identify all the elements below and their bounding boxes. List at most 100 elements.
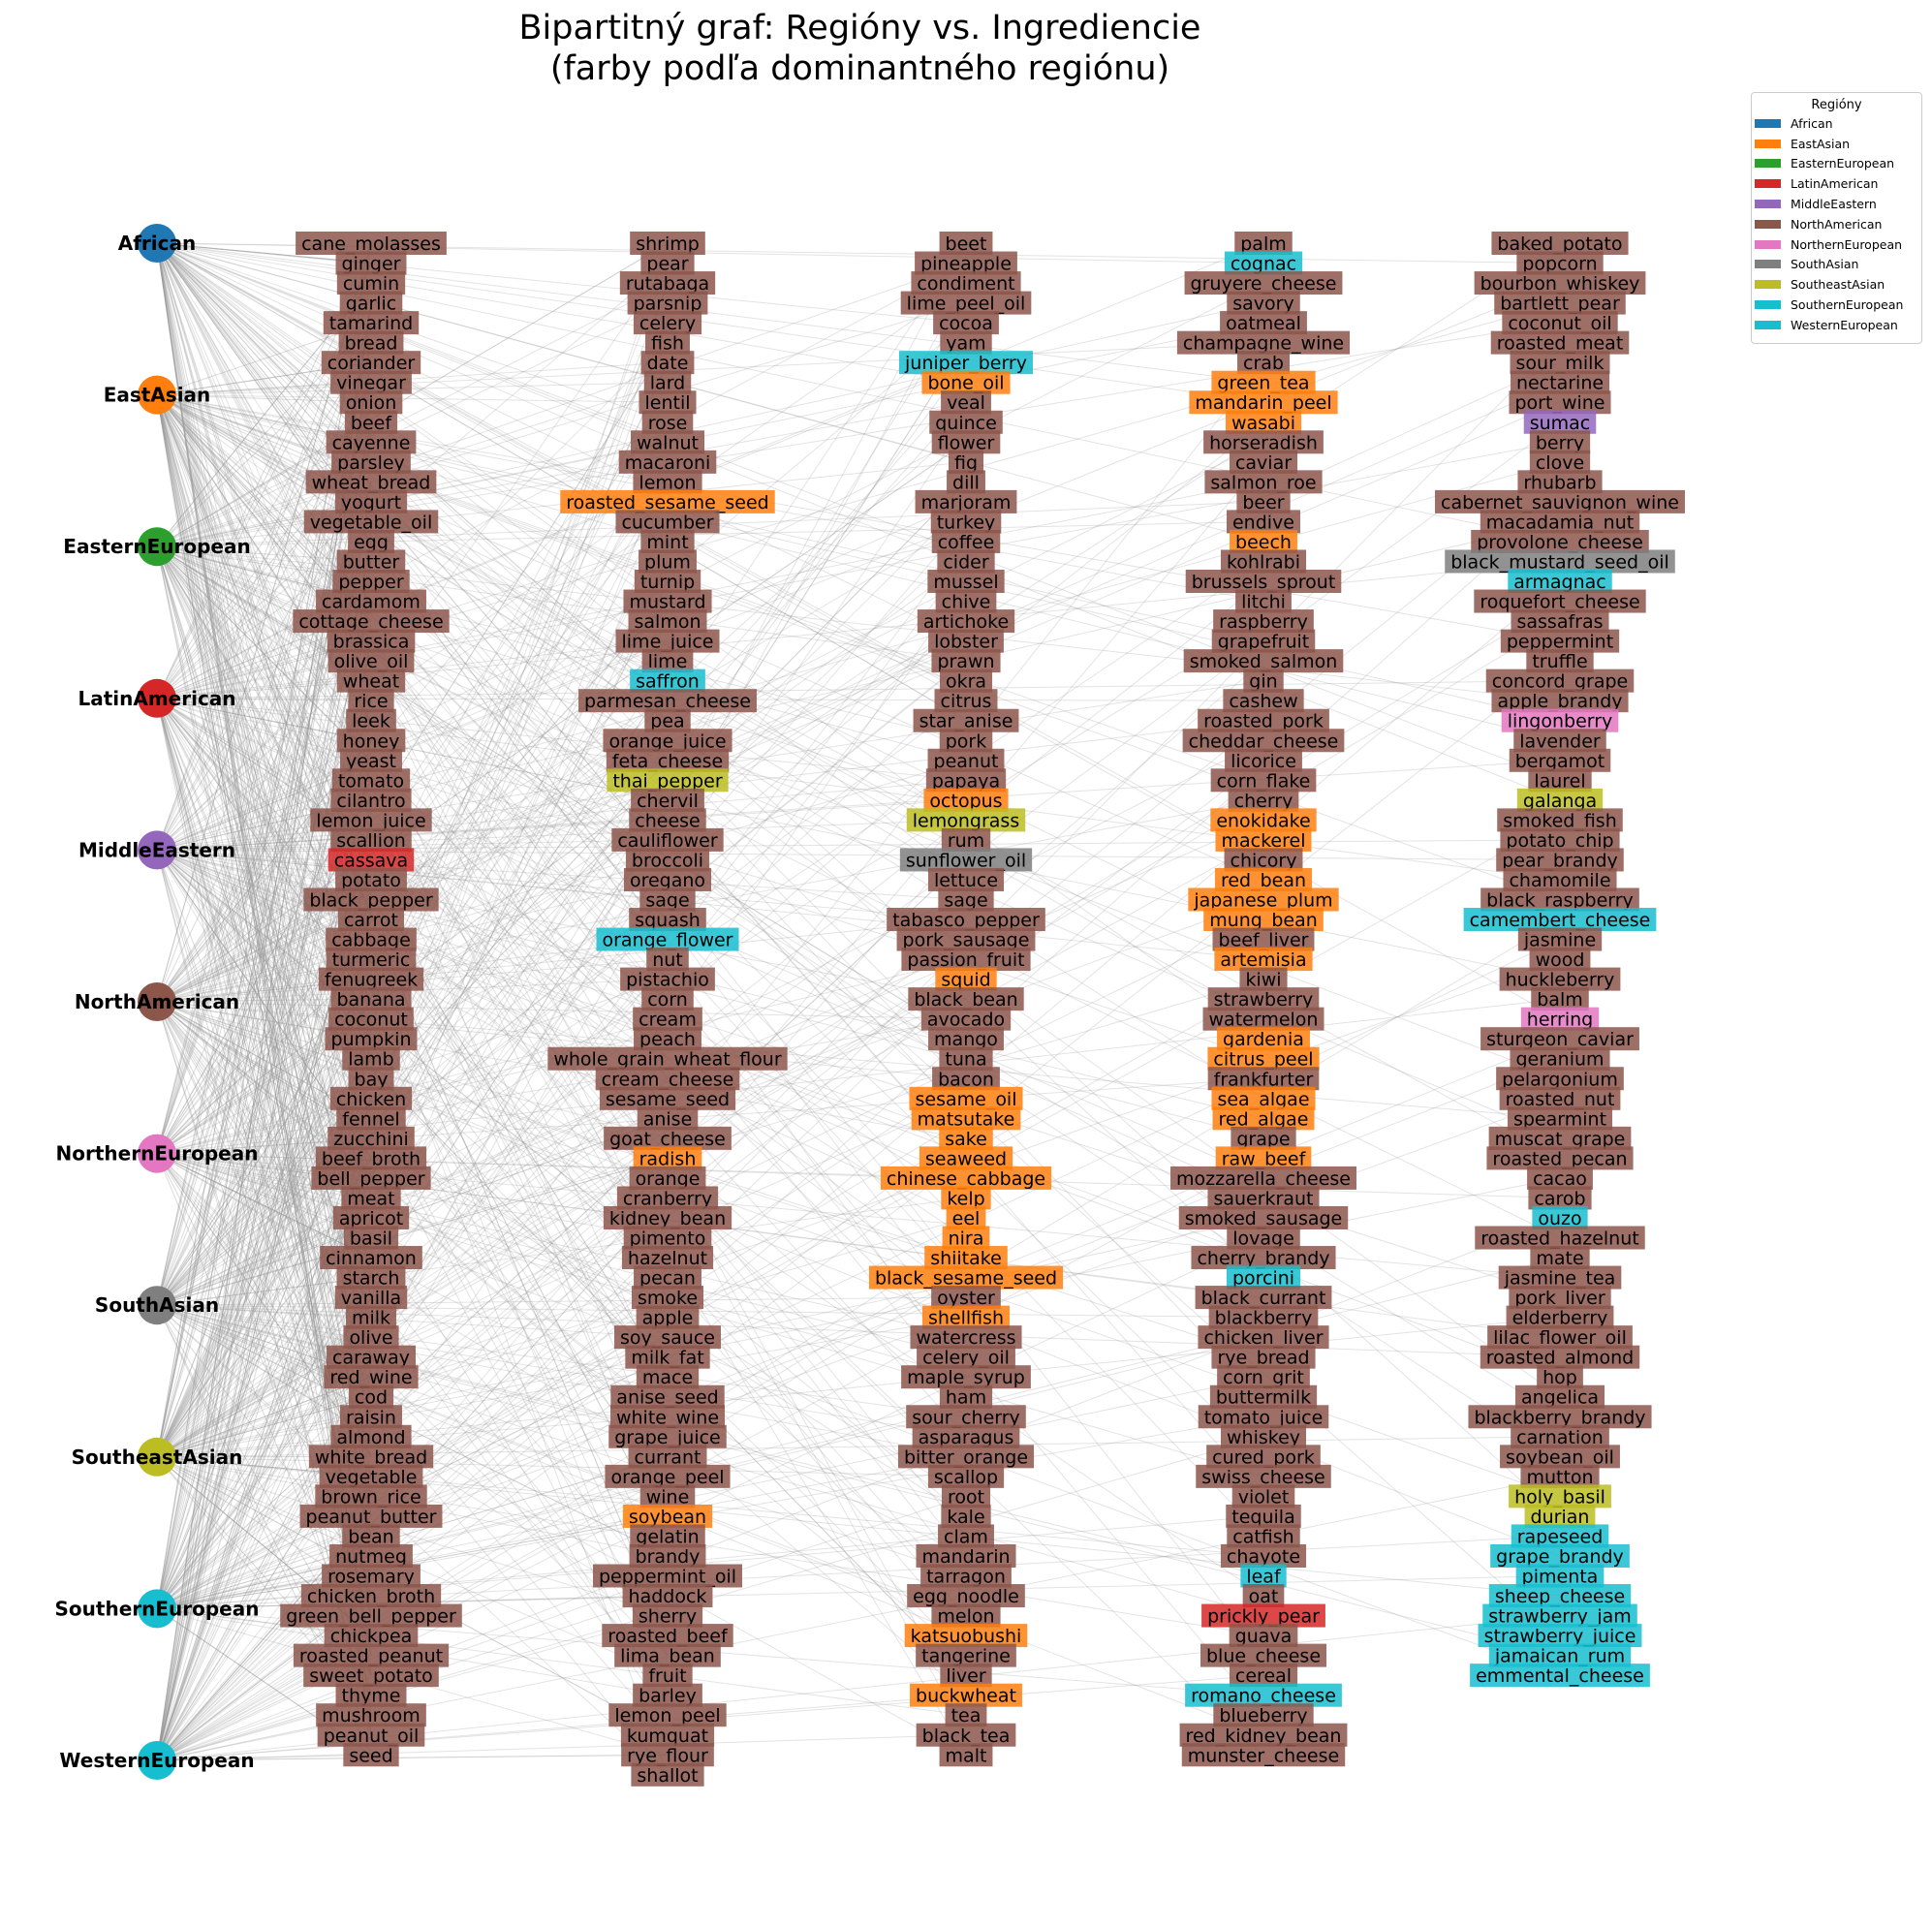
ingredient-label-bg xyxy=(615,510,720,534)
edge xyxy=(156,394,372,403)
ingredient-node: parmesan_cheese xyxy=(578,689,757,713)
ingredient-label: melon xyxy=(937,1606,994,1628)
ingredient-node: emmental_cheese xyxy=(1470,1664,1650,1688)
ingredient-node: armagnac xyxy=(1508,570,1612,594)
ingredient-node: leek xyxy=(346,708,396,732)
ingredient-label: buckwheat xyxy=(916,1686,1016,1707)
edge xyxy=(156,580,967,1003)
ingredient-node: roasted_sesame_seed xyxy=(560,489,775,513)
ingredient-label-bg xyxy=(641,649,694,673)
ingredient-node: black_pepper xyxy=(303,887,439,912)
edge xyxy=(156,660,669,1458)
edge xyxy=(156,698,669,801)
edge xyxy=(156,242,669,860)
ingredient-label: squid xyxy=(941,970,990,991)
ingredient-label: tabasco_pepper xyxy=(892,910,1040,931)
ingredient-node: lime_peel_oil xyxy=(900,291,1032,315)
ingredient-label: chicken_broth xyxy=(307,1586,435,1607)
ingredient-node: coffee xyxy=(931,529,1001,553)
ingredient-label: marjoram xyxy=(921,492,1012,513)
ingredient-node: soy_sauce xyxy=(614,1325,721,1350)
ingredient-node: black_mustard_seed_oil xyxy=(1445,549,1675,574)
ingredient-label-bg xyxy=(634,1027,701,1051)
ingredient-label-bg xyxy=(329,1086,413,1110)
edge xyxy=(156,1304,372,1438)
edge xyxy=(156,1304,967,1617)
ingredient-label: hazelnut xyxy=(628,1248,707,1269)
edge xyxy=(156,461,1264,1761)
ingredient-node: black_raspberry xyxy=(1480,887,1639,912)
ingredient-label: cranberry xyxy=(623,1188,712,1209)
ingredient-node: sumac xyxy=(1523,410,1597,434)
ingredient-node: peppermint_oil xyxy=(593,1564,742,1588)
ingredient-node: red_wine xyxy=(324,1365,419,1389)
ingredient-label: thai_pepper xyxy=(612,770,722,792)
ingredient-node: roasted_peanut xyxy=(293,1643,450,1667)
ingredient-label-bg xyxy=(939,1743,993,1767)
ingredient-node: chervil xyxy=(631,788,704,812)
ingredient-node: rutabaga xyxy=(619,271,716,295)
region-label: EastAsian xyxy=(104,384,211,407)
legend-item: MiddleEastern xyxy=(1752,194,1921,214)
edge xyxy=(156,394,669,403)
edge xyxy=(156,850,669,1259)
ingredient-node: swiss_cheese xyxy=(1196,1464,1331,1488)
ingredient-node: sea_algae xyxy=(1211,1086,1316,1110)
ingredient-node: crab xyxy=(1237,351,1290,375)
ingredient-label: shiitake xyxy=(930,1248,1002,1269)
ingredient-label: grape_juice xyxy=(614,1427,721,1448)
edge xyxy=(156,282,669,547)
ingredient-node: sweet_potato xyxy=(303,1664,439,1688)
edge xyxy=(156,520,967,1003)
edge xyxy=(156,879,669,1761)
edge xyxy=(156,1117,967,1609)
ingredient-label: bean xyxy=(348,1526,393,1547)
ingredient-node: orange xyxy=(629,1166,706,1190)
ingredient-label: bell_pepper xyxy=(317,1168,424,1190)
ingredient-label-bg xyxy=(627,291,708,315)
edge xyxy=(156,263,967,700)
edge xyxy=(156,1304,967,1636)
ingredient-node: muscat_grape xyxy=(1488,1126,1632,1150)
ingredient-node: tamarind xyxy=(323,311,420,335)
ingredient-label: banana xyxy=(336,989,405,1011)
edge xyxy=(156,760,372,1761)
edge xyxy=(156,939,967,1458)
edge xyxy=(156,1317,669,1761)
ingredient-label-bg xyxy=(339,390,403,415)
ingredient-node: mace xyxy=(636,1365,700,1389)
edge xyxy=(156,698,372,1537)
ingredient-label-bg xyxy=(919,1146,1013,1170)
ingredient-node: saffron xyxy=(630,669,705,693)
ingredient-label: matsutake xyxy=(918,1108,1015,1130)
ingredient-label-bg xyxy=(342,1524,400,1548)
ingredient-node: macaroni xyxy=(618,450,717,474)
ingredient-label-bg xyxy=(941,827,991,852)
ingredient-node: prawn xyxy=(931,649,1001,673)
edge xyxy=(156,1153,669,1736)
chart-title-line-1: Bipartitný graf: Regióny vs. Ingredienci… xyxy=(518,9,1201,47)
ingredient-label: roasted_beef xyxy=(608,1626,729,1647)
ingredient-label: maple_syrup xyxy=(907,1367,1025,1388)
ingredient-node: apricot xyxy=(332,1205,410,1229)
ingredient-label: turkey xyxy=(937,512,996,533)
ingredient-node: angelica xyxy=(1514,1384,1605,1409)
ingredient-label: egg_noodle xyxy=(913,1586,1019,1607)
ingredient-label: seaweed xyxy=(925,1148,1007,1169)
ingredient-label: tarragon xyxy=(926,1567,1006,1588)
edge xyxy=(156,545,967,1060)
ingredient-label: rye_flour xyxy=(627,1745,708,1766)
ingredient-node: caviar xyxy=(1229,450,1298,474)
ingredient-node: chayote xyxy=(1220,1543,1307,1568)
legend-label: EastAsian xyxy=(1791,136,1851,151)
edge xyxy=(156,361,967,700)
ingredient-label-bg xyxy=(1184,271,1343,295)
ingredient-node: beer xyxy=(1236,489,1291,513)
ingredient-node: cassava xyxy=(327,848,415,872)
ingredient-node: sheep_cheese xyxy=(1488,1584,1632,1608)
ingredient-label-bg xyxy=(909,1086,1023,1110)
ingredient-node: oat xyxy=(1242,1584,1285,1608)
ingredient-node: smoked_salmon xyxy=(1183,649,1344,673)
ingredient-label-bg xyxy=(880,1166,1052,1190)
edge xyxy=(156,382,372,1457)
